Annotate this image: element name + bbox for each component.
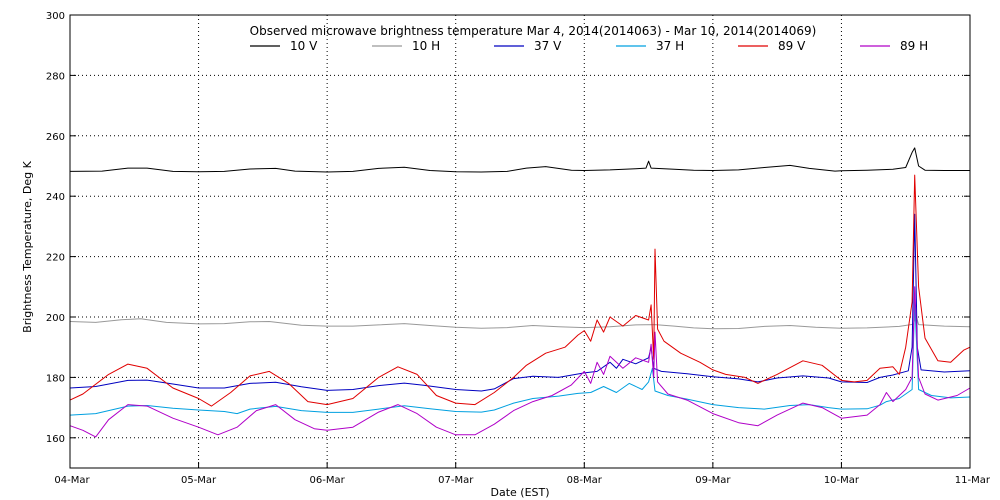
y-tick-label: 200 — [46, 313, 65, 324]
y-tick-label: 160 — [46, 434, 65, 445]
y-tick-label: 260 — [46, 132, 65, 143]
legend-label: 37 V — [534, 39, 562, 53]
legend-label: 89 V — [778, 39, 806, 53]
series-line-0 — [69, 147, 970, 173]
x-tick-label: 10-Mar — [824, 475, 860, 486]
x-axis-title: Date (EST) — [490, 486, 549, 499]
y-tick-label: 180 — [46, 373, 65, 384]
chart-title: Observed microwave brightness temperatur… — [250, 24, 817, 38]
x-tick-label: 11-Mar — [955, 475, 991, 486]
y-tick-label: 220 — [46, 253, 65, 264]
y-axis-title: Brightness Temperature, Deg K — [21, 160, 34, 332]
legend: 10 V 10 H 37 V 37 H 89 V 89 H — [250, 39, 928, 53]
plot-frame — [69, 14, 971, 469]
series-line-1 — [69, 315, 971, 330]
legend-label: 37 H — [656, 39, 684, 53]
series-line-5 — [69, 286, 971, 438]
legend-label: 89 H — [900, 39, 928, 53]
x-tick-label: 09-Mar — [695, 475, 731, 486]
x-tick-label: 04-Mar — [54, 475, 90, 486]
series-line-4 — [69, 174, 971, 407]
legend-label: 10 V — [290, 39, 318, 53]
series-lines — [69, 147, 971, 438]
y-tick-label: 240 — [46, 192, 65, 203]
x-tick-label: 05-Mar — [181, 475, 217, 486]
series-line-2 — [69, 213, 971, 392]
x-tick-label: 06-Mar — [310, 475, 346, 486]
legend-label: 10 H — [412, 39, 440, 53]
x-tick-label: 07-Mar — [438, 475, 474, 486]
y-tick-label: 300 — [46, 11, 65, 22]
y-tick-label: 280 — [46, 71, 65, 82]
x-tick-label: 08-Mar — [567, 475, 603, 486]
axis-ticks: 160 180 200 220 240 260 280 300 04-Mar 05-Mar 06-M… — [46, 11, 991, 486]
